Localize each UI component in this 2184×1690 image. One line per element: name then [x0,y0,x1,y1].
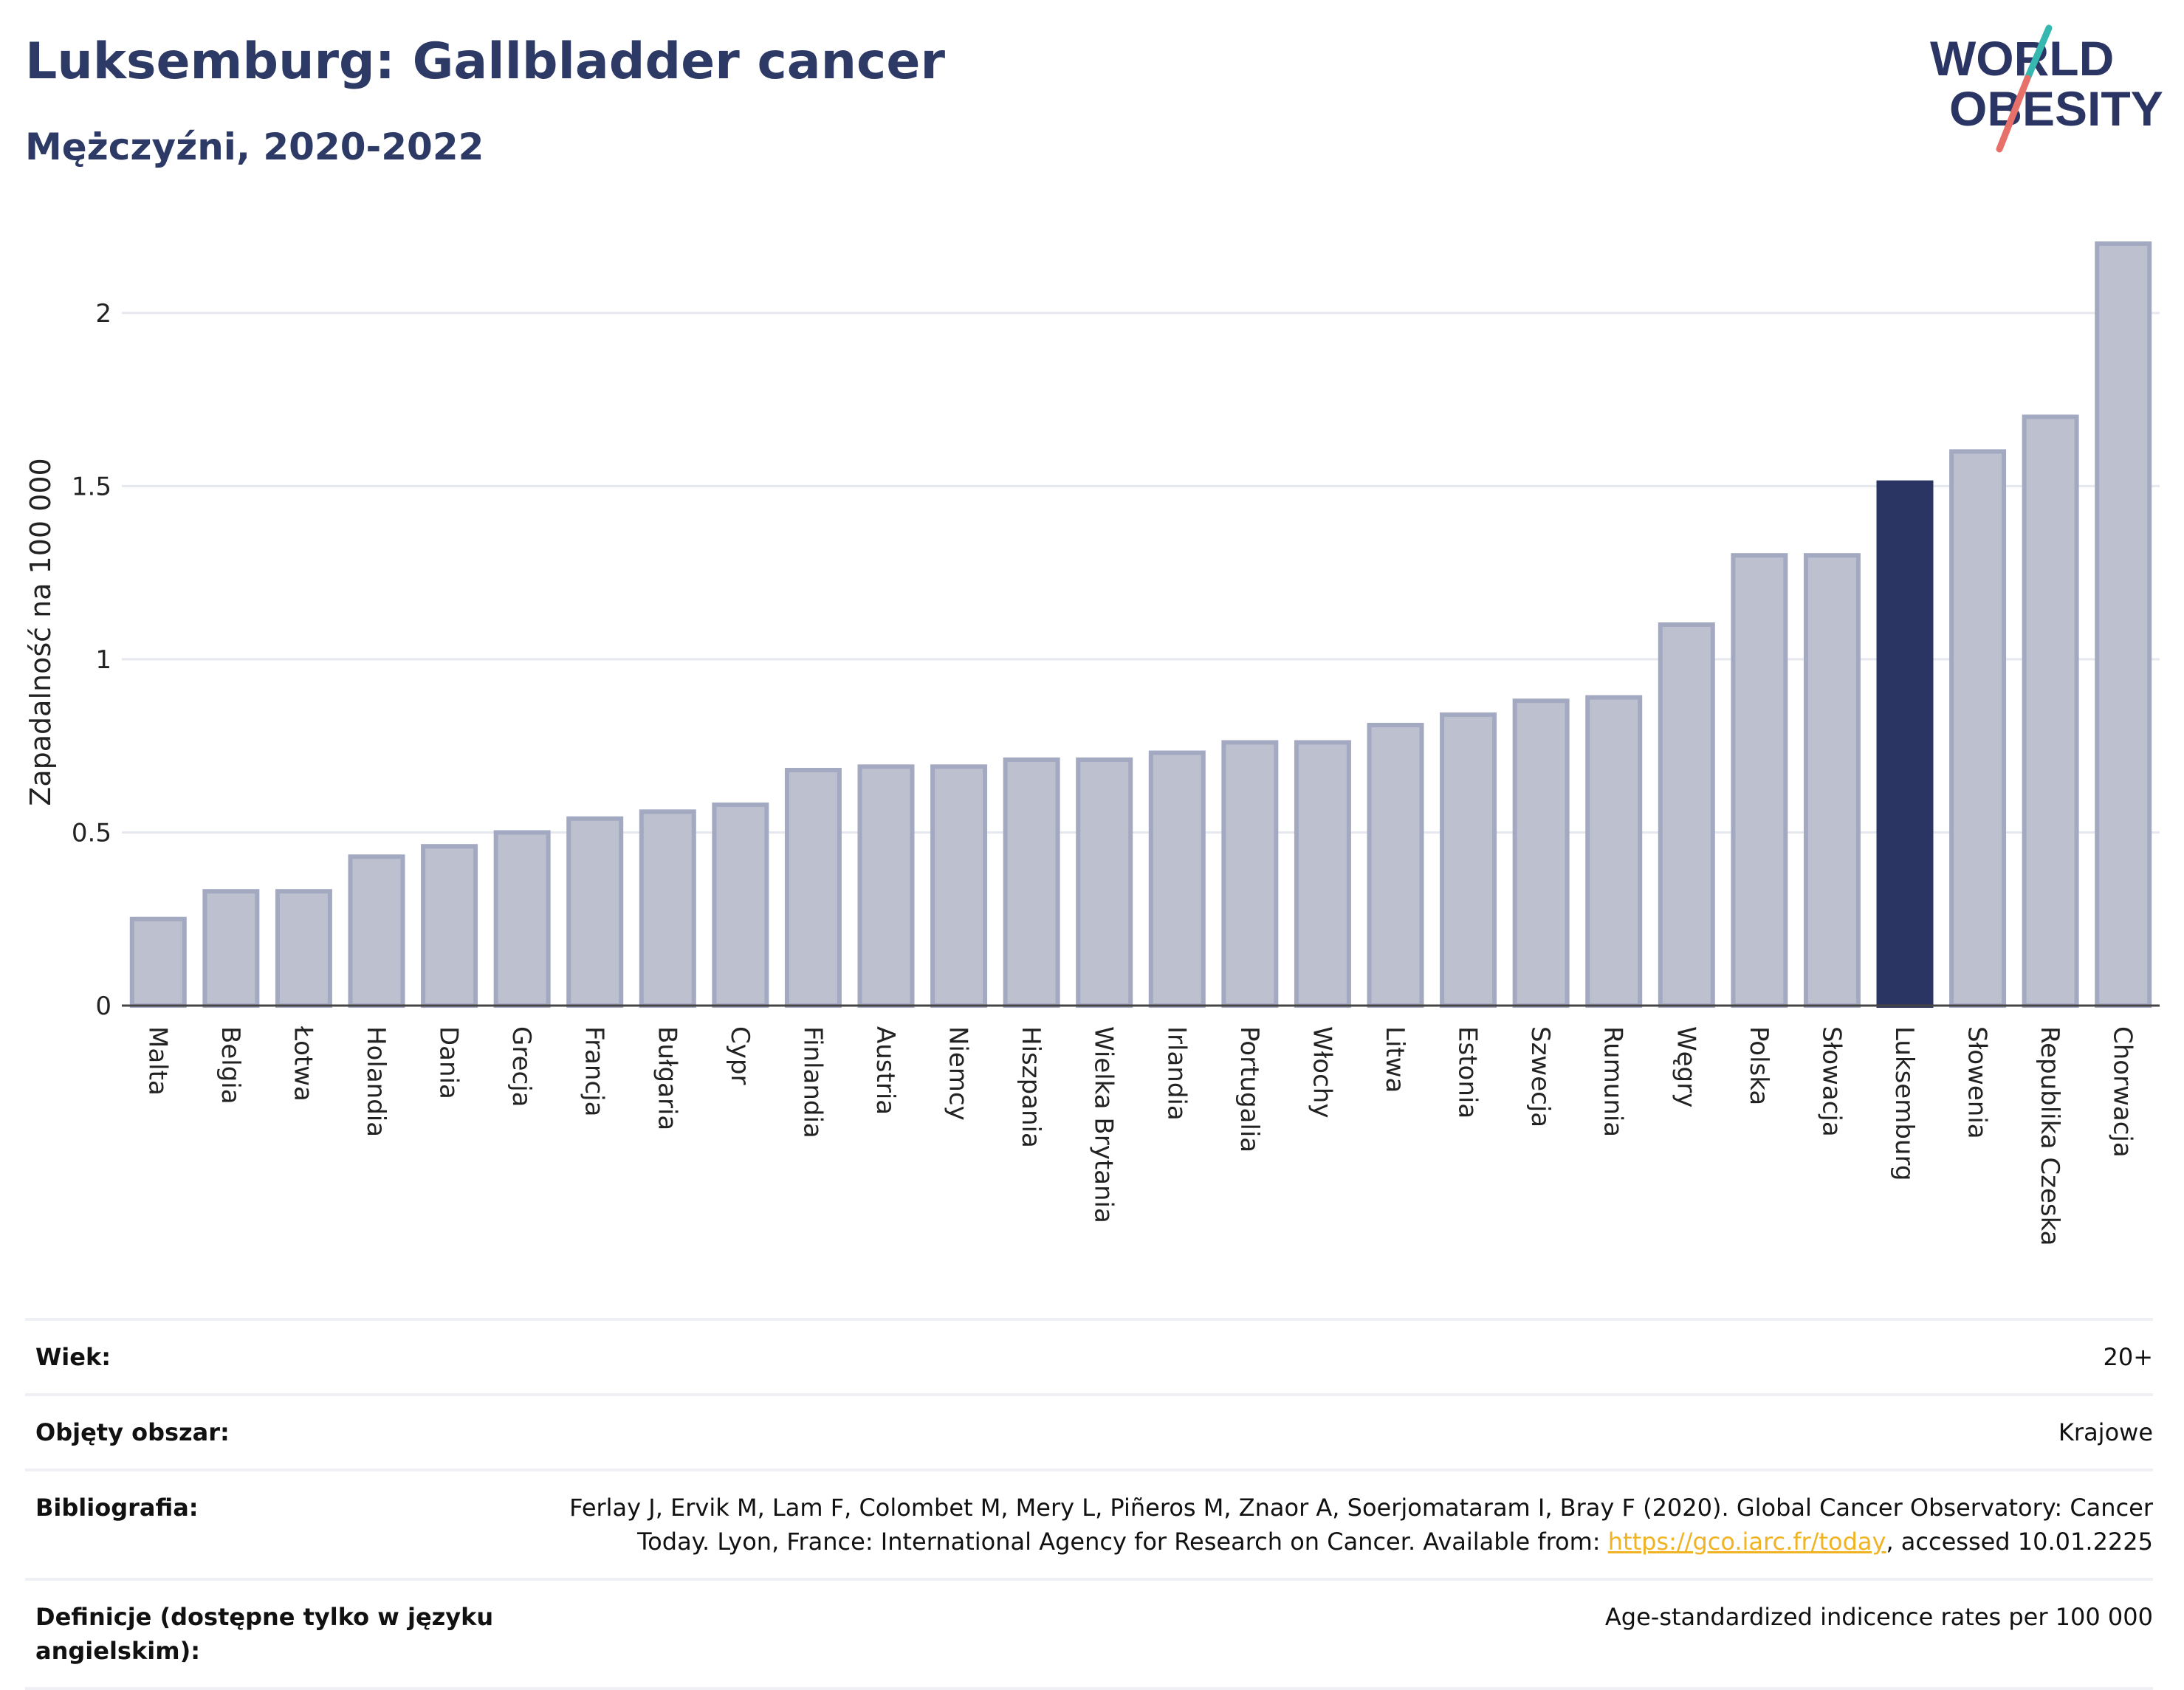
bar-republika-czeska[interactable] [2022,414,2079,1008]
bibliography-text-1: Ferlay J, Ervik M, Lam F, Colombet M, Me… [569,1494,2153,1522]
x-tick-label: Włochy [1307,1026,1336,1118]
bar-francja[interactable] [566,816,624,1009]
bar-włochy[interactable] [1294,740,1351,1008]
x-tick-label: Estonia [1453,1026,1483,1119]
bar-słowacja[interactable] [1803,553,1861,1008]
bar-chart: 0 0.5 1 1.5 2 Malta Belgia Łotwa Holandia Dania G… [24,241,2160,1246]
bar-malta[interactable] [129,916,187,1009]
x-tick-label: Cypr [725,1026,755,1085]
bibliography-link[interactable]: https://gco.iarc.fr/today [1607,1528,1886,1556]
bar-estonia[interactable] [1440,712,1497,1008]
bar-hiszpania[interactable] [1003,757,1060,1008]
x-tick-label: Malta [142,1026,172,1096]
x-tick-label: Chorwacja [2108,1026,2137,1158]
logo-slash-teal [2024,24,2053,82]
x-tick-label: Finlandia [797,1026,827,1138]
x-tick-label: Szwecja [1525,1026,1555,1127]
logo-slash-red [1996,75,2031,153]
y-tick-label: 1 [95,645,111,675]
chart-title: Luksemburg: Gallbladder cancer [25,32,946,91]
x-tick-label: Litwa [1380,1026,1409,1093]
bar-bułgaria[interactable] [639,809,696,1008]
bar-polska[interactable] [1731,553,1788,1008]
logo-text-world: WORLD [1930,31,2114,86]
bar-dania[interactable] [421,844,478,1008]
bibliography-value: Ferlay J, Ervik M, Lam F, Colombet M, Me… [517,1469,2153,1581]
info-row-definitions: Definicje (dostępne tylko w języku angie… [25,1578,2153,1690]
bar-niemcy[interactable] [930,764,988,1008]
bar-finlandia[interactable] [784,768,842,1008]
chart-subtitle: Mężczyźni, 2020-2022 [25,126,484,168]
bar-litwa[interactable] [1367,723,1424,1008]
bar-łotwa[interactable] [275,889,332,1008]
age-label: Wiek: [25,1318,517,1396]
y-tick-label: 0 [95,992,111,1021]
x-tick-label: Bułgaria [652,1026,681,1130]
bar-wielka-brytania[interactable] [1076,757,1133,1008]
y-tick-label: 2 [95,299,111,329]
y-axis-ticks: 0 0.5 1 1.5 2 [72,299,111,1021]
x-tick-label: Grecja [506,1026,536,1107]
area-value: Krajowe [517,1393,2153,1471]
bar-rumunia[interactable] [1585,695,1643,1008]
x-axis-ticks: Malta Belgia Łotwa Holandia Dania Grecja Franc… [142,1026,2137,1246]
bar-szwecja[interactable] [1512,698,1570,1008]
bars [129,241,2152,1009]
bar-portugalia[interactable] [1221,740,1279,1008]
x-tick-label: Słowacja [1816,1026,1846,1137]
x-tick-label: Wielka Brytania [1089,1026,1119,1223]
definitions-label: Definicje (dostępne tylko w języku angie… [25,1578,517,1690]
y-tick-label: 1.5 [72,472,111,501]
y-tick-label: 0.5 [72,818,111,848]
x-tick-label: Węgry [1671,1026,1700,1107]
bar-chorwacja[interactable] [2095,241,2152,1008]
bibliography-text-3: , accessed 10.01.2225 [1886,1528,2153,1556]
x-tick-label: Republika Czeska [2035,1026,2064,1246]
bar-austria[interactable] [857,764,915,1008]
x-tick-label: Łotwa [288,1026,317,1102]
age-value: 20+ [517,1318,2153,1396]
info-table: Wiek: 20+ Objęty obszar: Krajowe Bibliog… [25,1318,2153,1690]
x-tick-label: Hiszpania [1016,1026,1045,1148]
x-tick-label: Polska [1744,1026,1773,1105]
bar-holandia[interactable] [348,854,405,1008]
area-label: Objęty obszar: [25,1393,517,1471]
info-row-area: Objęty obszar: Krajowe [25,1393,2153,1471]
bar-cypr[interactable] [712,802,769,1008]
y-axis-title: Zapadalność na 100 000 [24,458,57,806]
info-row-age: Wiek: 20+ [25,1318,2153,1396]
x-tick-label: Dania [434,1026,464,1099]
bibliography-label: Bibliografia: [25,1469,517,1581]
x-tick-label: Słowenia [1962,1026,1992,1139]
bar-węgry[interactable] [1658,622,1715,1008]
info-row-bibliography: Bibliografia: Ferlay J, Ervik M, Lam F, … [25,1469,2153,1581]
bibliography-text-2: Today. Lyon, France: International Agenc… [637,1528,1601,1556]
definitions-value: Age-standardized indicence rates per 100… [517,1578,2153,1690]
x-tick-label: Austria [870,1026,900,1115]
x-tick-label: Francja [580,1026,609,1116]
logo-text-obesity: OBESITY [1949,81,2163,136]
bar-słowenia[interactable] [1949,449,2007,1008]
x-tick-label: Portugalia [1234,1026,1264,1153]
world-obesity-logo: WORLD OBESITY [1930,24,2163,153]
x-tick-label: Holandia [361,1026,391,1137]
bar-belgia[interactable] [202,889,260,1008]
x-tick-label: Niemcy [944,1026,973,1121]
bar-irlandia[interactable] [1148,750,1206,1009]
x-tick-label: Rumunia [1598,1026,1628,1137]
x-tick-label: Belgia [216,1026,245,1105]
bar-grecja[interactable] [493,830,551,1009]
bar-luksemburg[interactable] [1876,480,1934,1008]
x-tick-label: Luksemburg [1889,1026,1919,1181]
x-tick-label: Irlandia [1161,1026,1191,1121]
